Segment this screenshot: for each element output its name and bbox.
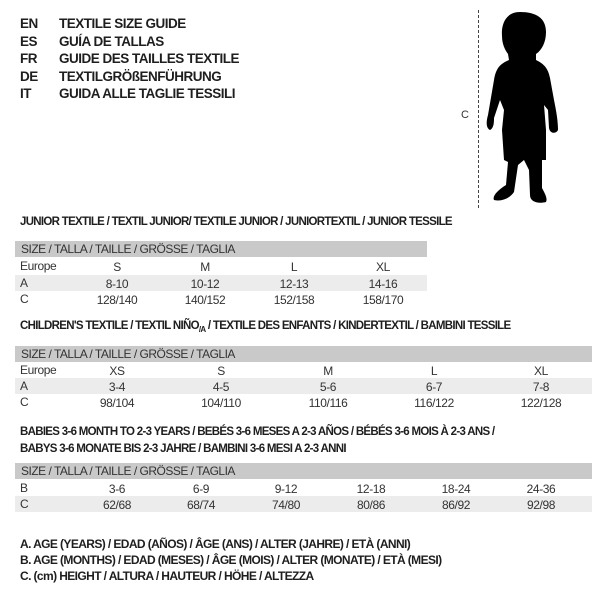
- guide-title: GUIDA ALLE TAGLIE TESSILI: [59, 86, 236, 101]
- measure-label: C: [461, 109, 469, 121]
- row-label: C: [20, 497, 29, 511]
- table-cell: 3-4: [108, 380, 126, 394]
- language-code: FR: [20, 51, 38, 66]
- child-silhouette-icon: [486, 12, 558, 203]
- table-cell: XS: [109, 364, 125, 378]
- section-title: JUNIOR TEXTILE / TEXTIL JUNIOR/ TEXTILE …: [20, 216, 453, 228]
- table-cell: 68/74: [186, 498, 216, 512]
- row-label: Europe: [20, 259, 57, 273]
- table-cell: 86/92: [441, 498, 471, 512]
- table-cell: 14-16: [368, 277, 398, 291]
- guide-title: TEXTILE SIZE GUIDE: [59, 16, 186, 31]
- table-cell: 128/140: [96, 293, 138, 307]
- table-cell: 8-10: [105, 277, 129, 291]
- size-header-bar: SIZE / TALLA / TAILLE / GRÖSSE / TAGLIA: [15, 241, 427, 257]
- section-title: BABIES 3-6 MONTH TO 2-3 YEARS / BEBÉS 3-…: [20, 426, 495, 438]
- legend-item: C. (cm) HEIGHT / ALTURA / HAUTEUR / HÖHE…: [20, 569, 314, 583]
- row-label: B: [20, 481, 28, 495]
- title-subscript: /A: [198, 325, 206, 334]
- section-title: BABYS 3-6 MONATE BIS 2-3 JAHRE / BAMBINI…: [20, 443, 347, 455]
- table-cell: 24-36: [526, 482, 556, 496]
- size-header-bar: SIZE / TALLA / TAILLE / GRÖSSE / TAGLIA: [15, 463, 592, 479]
- size-header-label: SIZE / TALLA / TAILLE / GRÖSSE / TAGLIA: [21, 464, 235, 478]
- size-header-bar: SIZE / TALLA / TAILLE / GRÖSSE / TAGLIA: [15, 346, 592, 362]
- table-cell: S: [113, 260, 121, 274]
- table-cell: 12-18: [356, 482, 386, 496]
- table-cell: 3-6: [108, 482, 126, 496]
- size-header-label: SIZE / TALLA / TAILLE / GRÖSSE / TAGLIA: [21, 242, 235, 256]
- table-cell: L: [430, 364, 438, 378]
- table-cell: 62/68: [102, 498, 132, 512]
- table-cell: 158/170: [362, 293, 404, 307]
- language-code: EN: [20, 16, 38, 31]
- table-cell: 12-13: [279, 277, 309, 291]
- table-cell: 18-24: [441, 482, 471, 496]
- row-band: [15, 275, 427, 291]
- table-cell: 116/122: [414, 396, 454, 410]
- table-cell: 10-12: [190, 277, 220, 291]
- language-code: DE: [20, 68, 38, 84]
- table-cell: 5-6: [319, 380, 337, 394]
- table-cell: 9-12: [274, 482, 298, 496]
- table-cell: 92/98: [526, 498, 556, 512]
- row-label: C: [20, 292, 29, 306]
- table-cell: 152/158: [273, 293, 315, 307]
- row-label: A: [20, 379, 28, 393]
- table-cell: 6-9: [192, 482, 210, 496]
- guide-title: GUÍA DE TALLAS: [59, 33, 164, 49]
- title-part: CHILDREN'S TEXTILE / TEXTIL NIÑO: [20, 320, 200, 332]
- title-part: / TEXTILE DES ENFANTS / KINDERTEXTIL / B…: [205, 320, 511, 332]
- language-code: IT: [20, 86, 32, 101]
- table-cell: 140/152: [184, 293, 226, 307]
- guide-title: GUIDE DES TAILLES TEXTILE: [59, 51, 240, 66]
- row-band: [15, 378, 592, 394]
- table-cell: 98/104: [99, 396, 135, 410]
- table-cell: 122/128: [520, 396, 562, 410]
- language-code: ES: [20, 33, 38, 49]
- measure-line: [478, 10, 479, 208]
- guide-title: TEXTILGRÖßENFÜHRUNG: [59, 68, 222, 84]
- table-cell: 4-5: [212, 380, 230, 394]
- legend-item: A. AGE (YEARS) / EDAD (AÑOS) / ÂGE (ANS)…: [20, 537, 411, 551]
- table-cell: 74/80: [271, 498, 301, 512]
- table-cell: 110/116: [308, 396, 348, 410]
- table-cell: 7-8: [532, 380, 550, 394]
- section-title: CHILDREN'S TEXTILE / TEXTIL NIÑO/A / TEX…: [20, 319, 511, 334]
- table-cell: M: [323, 364, 333, 378]
- row-label: Europe: [20, 363, 57, 377]
- table-cell: 6-7: [425, 380, 443, 394]
- table-cell: M: [200, 260, 210, 274]
- row-band: [15, 496, 592, 512]
- legend-item: B. AGE (MONTHS) / EDAD (MESES) / ÂGE (MO…: [20, 553, 442, 567]
- table-cell: 80/86: [356, 498, 386, 512]
- table-cell: XL: [534, 364, 548, 378]
- row-label: C: [20, 395, 29, 409]
- size-header-label: SIZE / TALLA / TAILLE / GRÖSSE / TAGLIA: [21, 347, 235, 361]
- table-cell: 104/110: [201, 396, 241, 410]
- row-label: A: [20, 276, 28, 290]
- table-cell: S: [217, 364, 225, 378]
- table-cell: L: [290, 260, 298, 274]
- table-cell: XL: [376, 260, 390, 274]
